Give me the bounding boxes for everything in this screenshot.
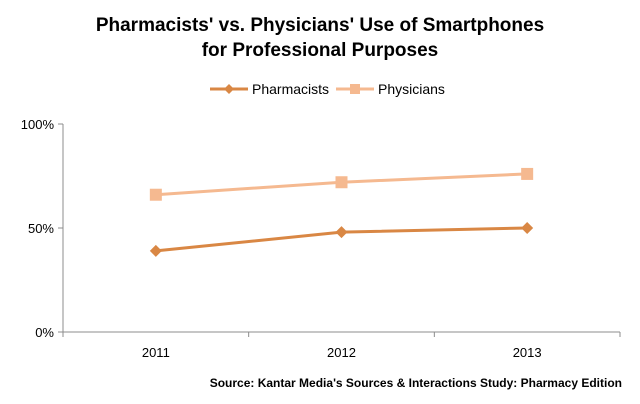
x-tick-label: 2012: [327, 345, 356, 360]
source-note: Source: Kantar Media's Sources & Interac…: [210, 376, 622, 390]
data-point-physicians: [521, 167, 534, 180]
x-ticks: 2011 2012 2013: [62, 332, 621, 360]
x-tick-label: 2013: [513, 345, 542, 360]
legend-pharmacists-marker: [224, 84, 234, 94]
data-point-physicians: [335, 176, 348, 189]
legend-pharmacists-label: Pharmacists: [252, 81, 329, 97]
data-point-physicians: [149, 188, 162, 201]
y-tick-label: 0%: [35, 325, 54, 340]
data-point-pharmacists: [335, 226, 348, 239]
x-tick-label: 2011: [142, 345, 170, 360]
y-tick-label: 50%: [28, 221, 54, 236]
y-tick-label: 100%: [21, 117, 55, 132]
y-ticks: 0% 50% 100%: [21, 117, 63, 340]
data-point-pharmacists: [521, 222, 534, 234]
data-point-pharmacists: [149, 244, 162, 257]
chart-title-line-2: for Professional Purposes: [202, 40, 439, 61]
chart-title-line-1: Pharmacists' vs. Physicians' Use of Smar…: [96, 15, 544, 36]
legend-physicians-label: Physicians: [378, 81, 445, 97]
series-layer: [149, 167, 534, 257]
legend-physicians-marker: [350, 84, 360, 94]
legend: Pharmacists Physicians: [210, 81, 445, 97]
